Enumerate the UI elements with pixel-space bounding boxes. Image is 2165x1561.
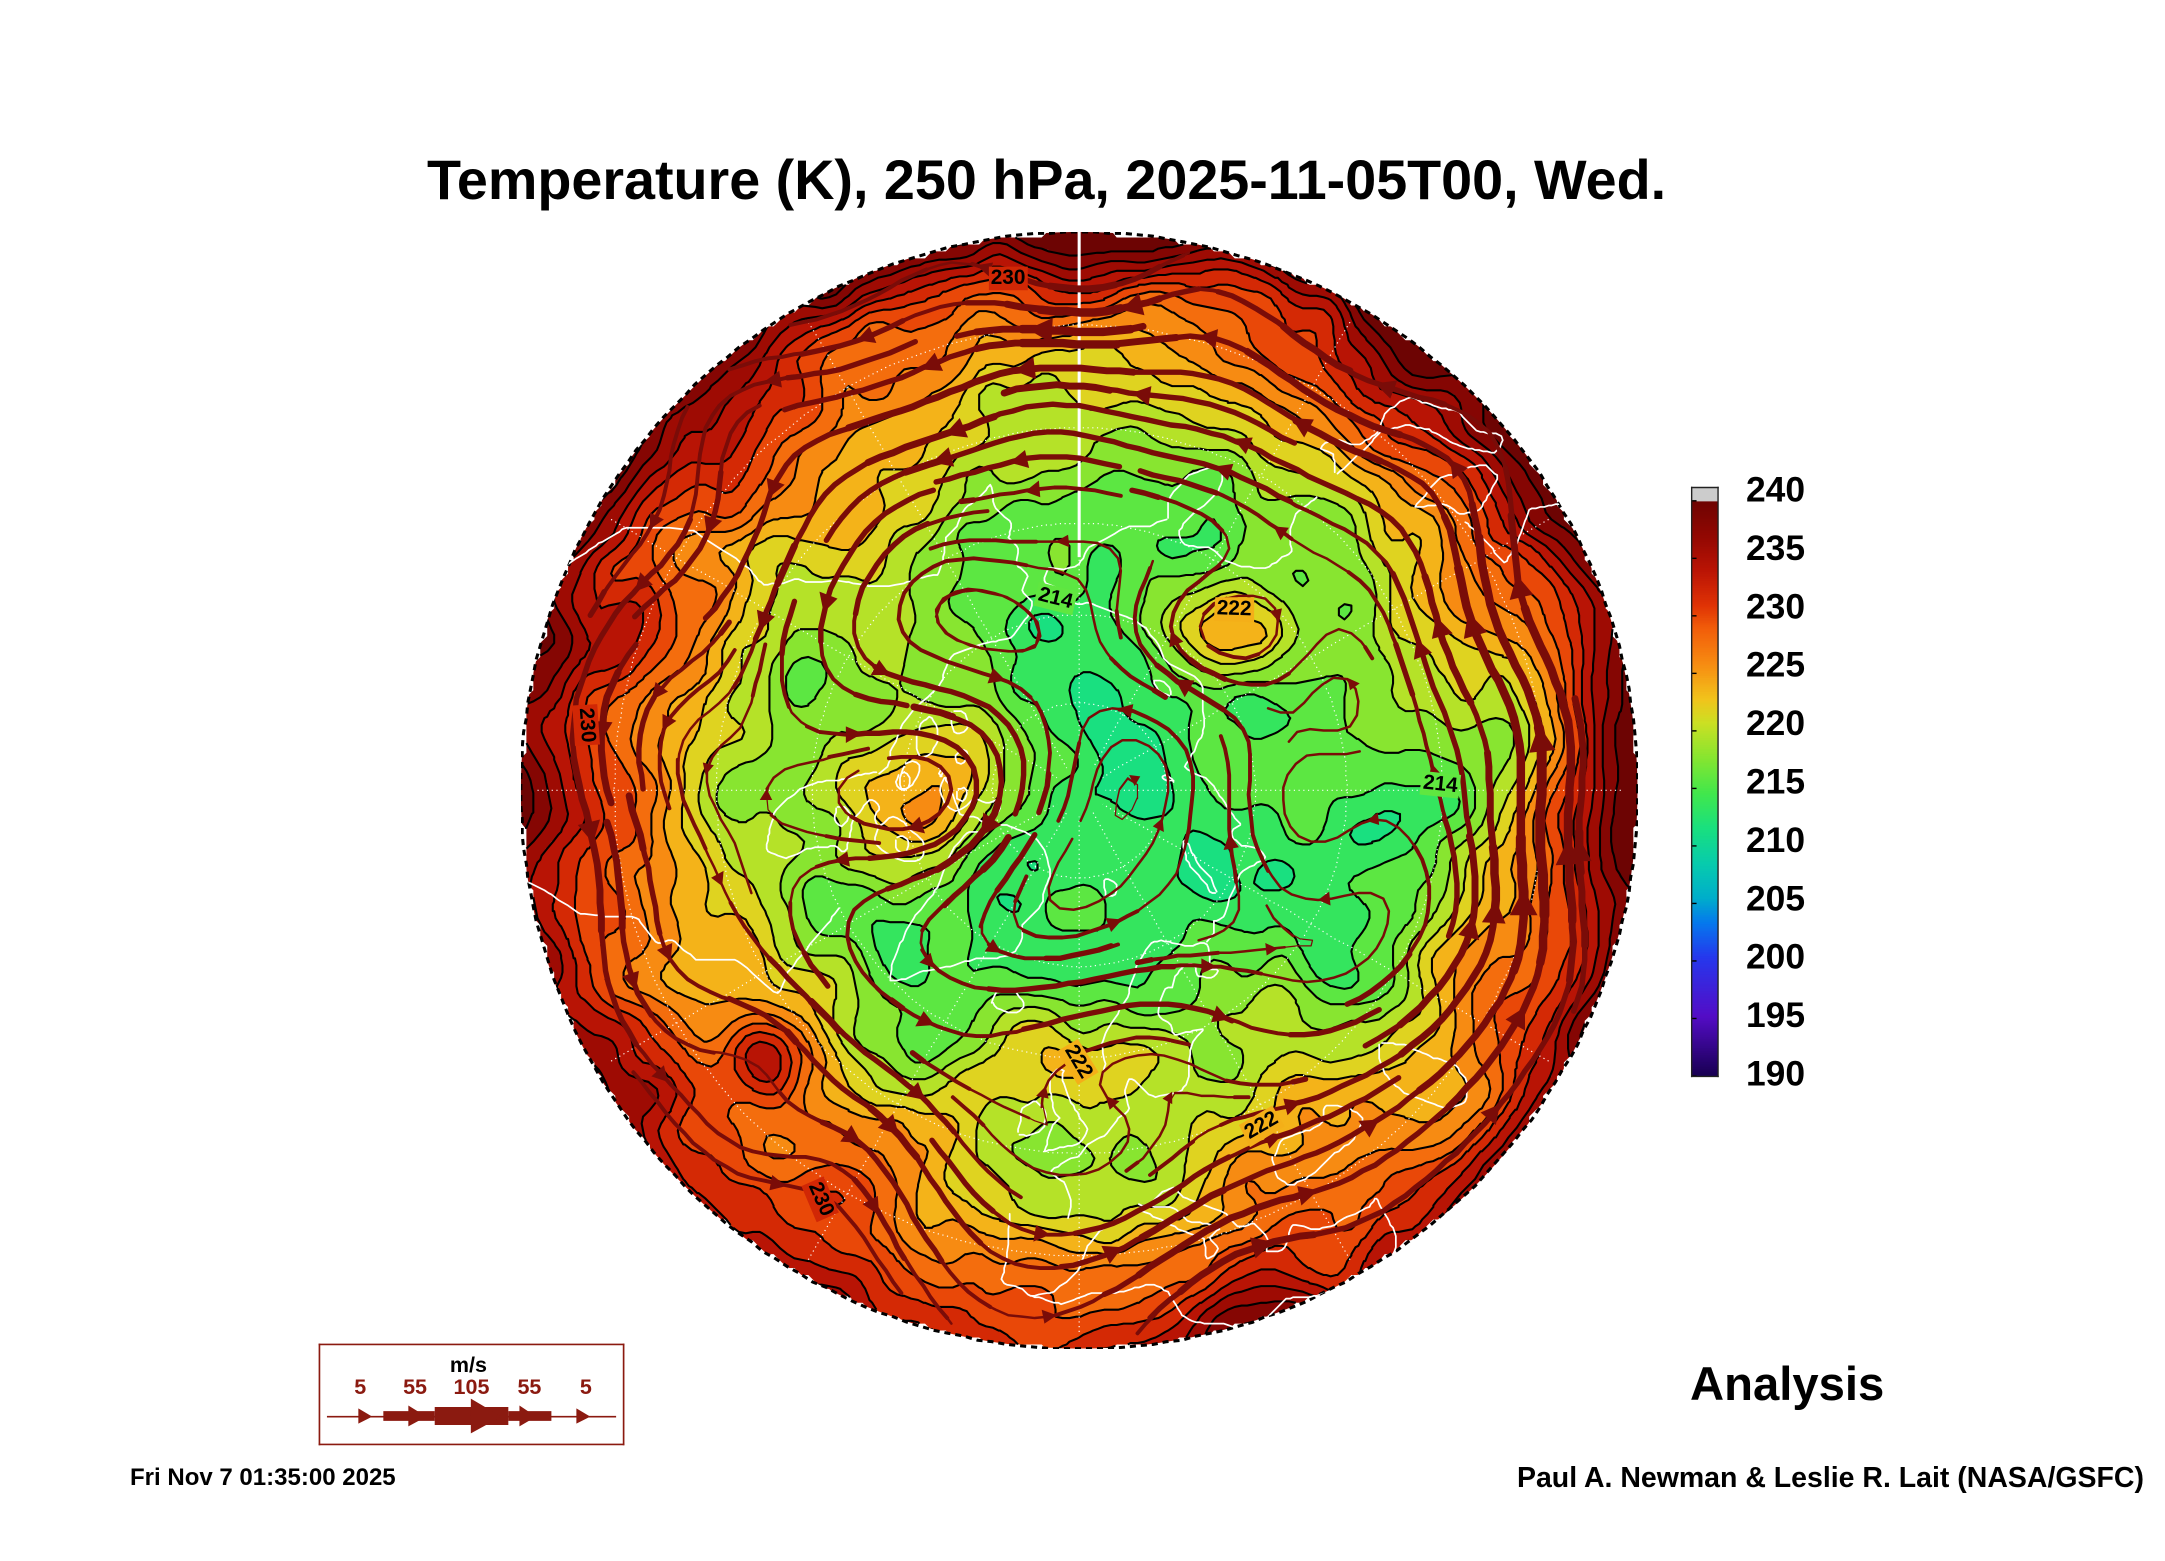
svg-text:240: 240: [1746, 469, 1805, 509]
svg-text:190: 190: [1746, 1054, 1805, 1094]
svg-text:105: 105: [454, 1375, 490, 1399]
svg-text:Fri Nov 7 01:35:00 2025: Fri Nov 7 01:35:00 2025: [130, 1464, 396, 1491]
svg-text:230: 230: [575, 707, 600, 743]
svg-text:200: 200: [1746, 937, 1805, 977]
svg-text:55: 55: [517, 1375, 541, 1399]
svg-text:222: 222: [1216, 596, 1251, 620]
svg-text:195: 195: [1746, 995, 1805, 1035]
svg-text:Analysis: Analysis: [1690, 1358, 1884, 1411]
svg-text:210: 210: [1746, 820, 1805, 860]
svg-text:Paul A. Newman & Leslie R. Lai: Paul A. Newman & Leslie R. Lait (NASA/GS…: [1517, 1462, 2144, 1494]
svg-text:205: 205: [1746, 878, 1805, 918]
svg-text:225: 225: [1746, 645, 1805, 685]
svg-text:220: 220: [1746, 703, 1805, 743]
svg-text:230: 230: [991, 266, 1026, 289]
svg-text:55: 55: [403, 1375, 427, 1399]
svg-text:230: 230: [1746, 586, 1805, 626]
svg-text:215: 215: [1746, 762, 1805, 802]
svg-text:214: 214: [1422, 771, 1459, 798]
svg-text:5: 5: [580, 1375, 592, 1399]
svg-text:m/s: m/s: [450, 1353, 487, 1377]
svg-text:Temperature (K), 250 hPa, 2025: Temperature (K), 250 hPa, 2025-11-05T00,…: [427, 149, 1666, 211]
svg-text:235: 235: [1746, 528, 1805, 568]
svg-text:5: 5: [354, 1375, 366, 1399]
